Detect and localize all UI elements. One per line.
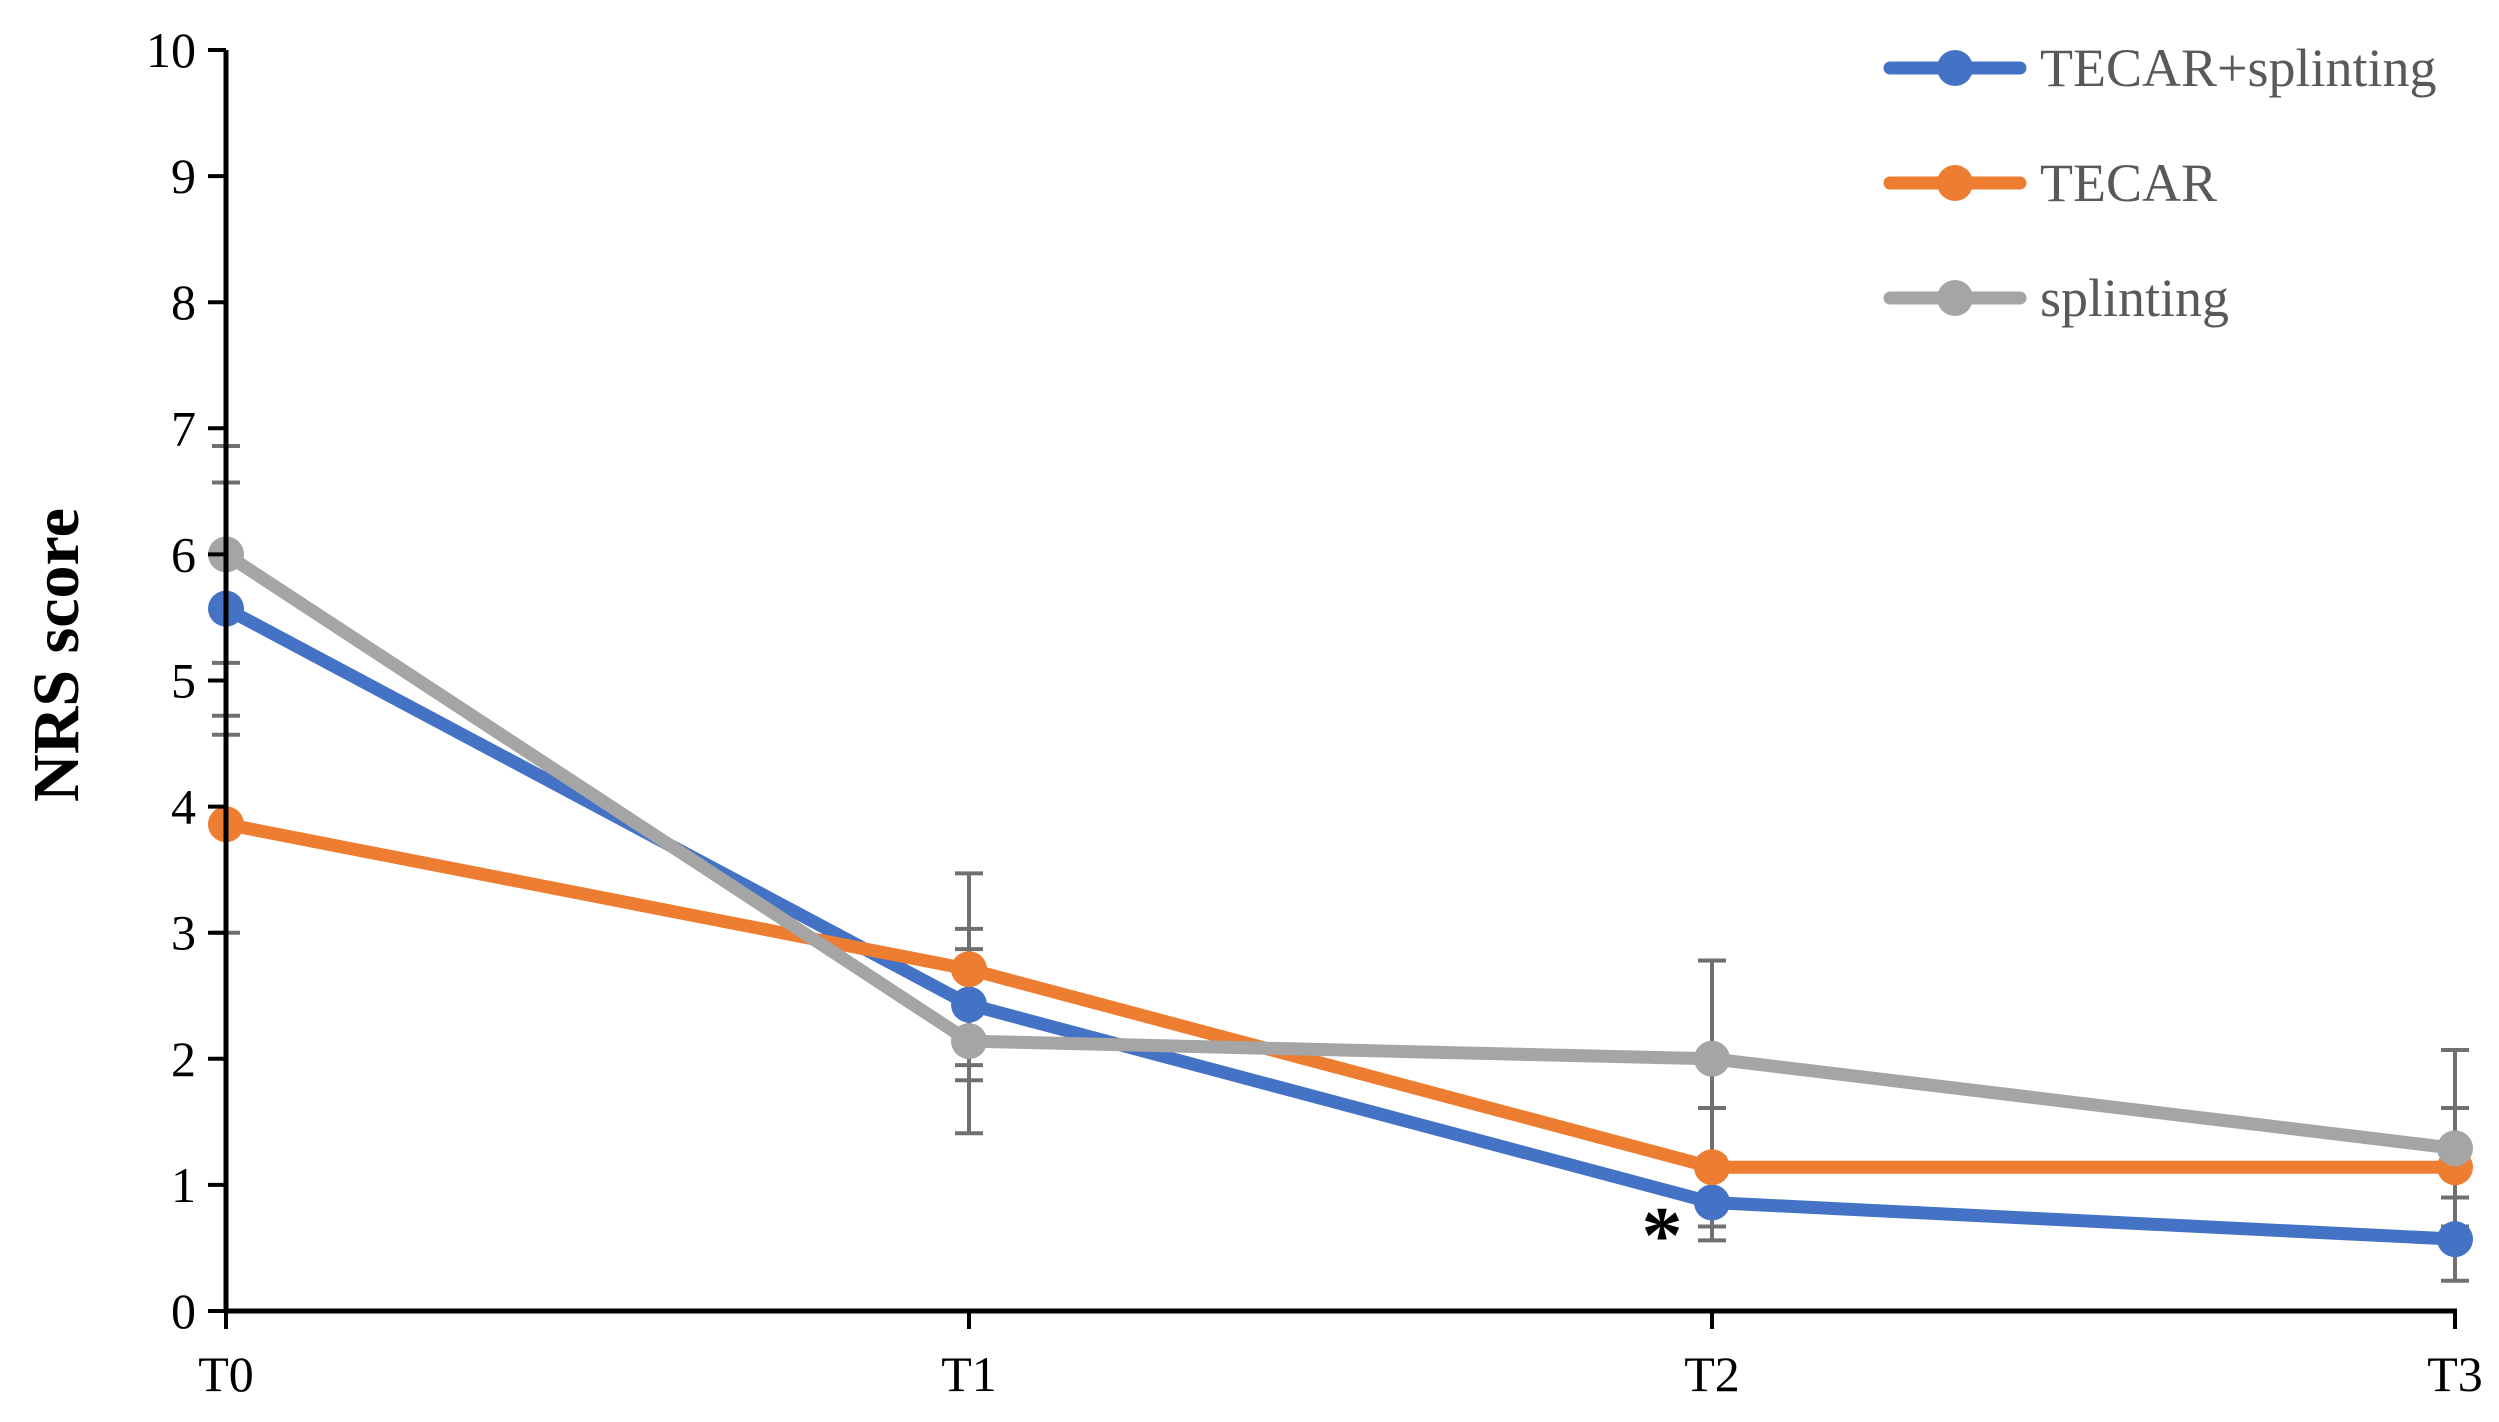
y-tick-label: 3 [171,905,196,961]
legend-label: TECAR+splinting [2040,38,2436,98]
legend: TECAR+splinting TECAR splinting [1883,38,2436,328]
tick-labels: 0 1 2 3 4 5 6 7 8 9 10 T0 T1 T2 T3 [146,22,2483,1402]
y-tick-label: 7 [171,400,196,456]
series-line [219,547,2462,1155]
y-tick-label: 5 [171,653,196,709]
legend-marker [1937,50,1973,86]
legend-marker [1937,165,1973,201]
y-tick-label: 10 [146,22,196,78]
series-lines [219,547,2462,1246]
annotations: * [1642,1190,1683,1281]
significance-asterisk: * [1642,1190,1683,1281]
x-tick-label: T0 [198,1346,254,1402]
y-axis-title: NRS score [20,508,93,802]
x-tick-label: T1 [941,1346,997,1402]
legend-marker [1937,280,1973,316]
axes [208,48,2457,1329]
data-point [951,951,987,988]
data-point [2437,1130,2473,1167]
data-point [1694,1184,1730,1221]
y-tick-label: 6 [171,526,196,582]
series-markers [208,536,2473,1258]
y-tick-label: 4 [171,779,196,835]
error-bars [212,443,2469,1283]
y-tick-label: 0 [171,1283,196,1339]
series-line [219,817,2462,1174]
y-tick-label: 9 [171,148,196,204]
data-point [1694,1149,1730,1186]
data-point [1694,1040,1730,1077]
legend-label: splinting [2040,268,2229,328]
data-point [2437,1221,2473,1258]
x-tick-label: T3 [2427,1346,2483,1402]
y-tick-label: 1 [171,1157,196,1213]
legend-label: TECAR [2040,153,2217,213]
x-tick-label: T2 [1684,1346,1740,1402]
y-tick-label: 2 [171,1031,196,1087]
y-tick-label: 8 [171,274,196,330]
data-point [951,1023,987,1060]
series-line [219,602,2462,1246]
data-point [951,986,987,1023]
